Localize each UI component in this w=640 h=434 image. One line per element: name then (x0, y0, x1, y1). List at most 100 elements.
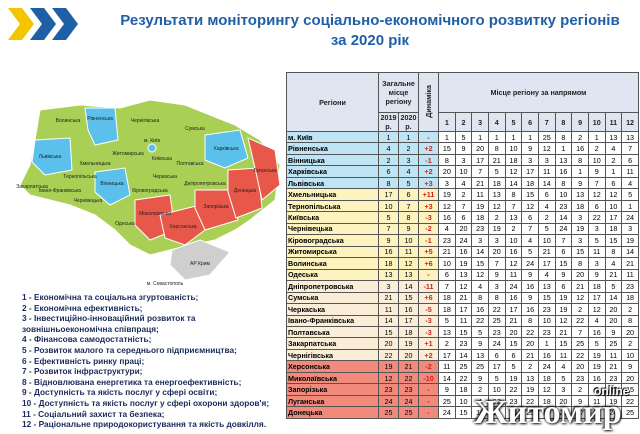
table-cell: 4 (454, 176, 473, 190)
table-cell: +6 (418, 291, 439, 305)
table-cell: 3 (571, 234, 589, 247)
table-cell: 9 (587, 268, 606, 282)
table-cell: 1 (487, 130, 506, 144)
table-cell: 18 (571, 199, 589, 213)
map-label: Хмельницька (79, 161, 110, 167)
table-body: м. Київ 1 1-1 5 1 1 1 1 25 8 2 1 13 13 Рівненська 4 2 +2 1… (286, 130, 639, 419)
table-cell: 25 (471, 360, 489, 373)
table-cell: 2 (378, 153, 399, 167)
legend-item: 8 - Відновлювана енергетика та енергоефе… (22, 376, 242, 387)
table-cell: 3 (571, 211, 589, 224)
legend-item: 10 - Доступність та якість послуг у сфер… (22, 397, 270, 408)
table-cell: 20 (571, 268, 589, 282)
table-cell: 3 (621, 222, 639, 236)
table-cell: 7 (398, 199, 419, 213)
header-cell: 7 (537, 112, 556, 132)
table-row: Івано-Франківська 14 17 -3 5 11 22 25 21 8 10 12 22 4… (286, 314, 639, 327)
table-cell: 17 (471, 153, 489, 167)
table-cell: +3 (418, 176, 439, 190)
table-cell: 12 (571, 291, 589, 305)
table-cell: 10 (504, 142, 523, 155)
table-cell: 12 (537, 142, 556, 155)
table-cell: 3 (537, 153, 556, 167)
map-label: Кіровоградська (132, 188, 168, 194)
table-cell: 11 (621, 268, 639, 282)
table-cell: 13 (571, 188, 589, 201)
table-cell: 12 (487, 199, 506, 213)
table-cell: 17 (587, 291, 606, 305)
table-cell: 20 (471, 142, 489, 155)
table-cell: 15 (398, 291, 419, 305)
watermark: Житомир online (474, 384, 640, 434)
table-cell: 25 (378, 406, 399, 419)
table-cell: 22 (571, 348, 589, 362)
table-cell: 22 (471, 314, 489, 327)
table-cell: Херсонська (286, 360, 379, 373)
map-label: Одеська (115, 221, 135, 227)
map-label: Харківська (214, 146, 239, 152)
table-cell: 15 (471, 257, 489, 270)
region-red (227, 167, 263, 219)
header-cell: 4 (487, 112, 506, 132)
table-cell: 19 (487, 222, 506, 236)
table-cell: 19 (554, 303, 573, 316)
table-cell: 3 (378, 280, 399, 293)
region-blue (31, 137, 73, 176)
table-cell: 23 (571, 371, 589, 385)
table-row: Черкаська 11 16 -5 18 17 16 22 17 16 23 19 2 12 20 2 (286, 303, 639, 316)
table-cell: 20 (487, 245, 506, 259)
table-cell: Запорізька (286, 383, 379, 396)
legend-item: 7 - Розвиток інфраструктури; (22, 366, 143, 377)
table-cell: 9 (487, 268, 506, 282)
table-cell: 4 (604, 257, 623, 270)
table-cell: 10 (471, 406, 489, 419)
table-cell: 1 (521, 130, 539, 144)
table-row: м. Київ 1 1-1 5 1 1 1 1 25 8 2 1 13 13 (286, 130, 639, 144)
table-cell: 23 (454, 337, 473, 350)
title: Результати моніторингу соціально-економі… (120, 12, 620, 29)
legend-item: 5 - Розвиток малого та середнього підпри… (22, 344, 237, 355)
map-label: Львівська (39, 154, 62, 160)
region-blue (147, 143, 157, 153)
table-cell: 16 (521, 280, 539, 293)
table-cell: 2 (621, 337, 639, 350)
table-row: Київська 5 8 -3 16 6 18 2 13 6 2 14 3 22 17 24 (286, 211, 639, 224)
table-cell: 9 (454, 142, 473, 155)
table-cell: 9 (471, 337, 489, 350)
table-head: Регіони Загальне місце регіону Динаміка Міс… (286, 72, 639, 132)
table-cell: 2 (398, 142, 419, 155)
table-cell: 25 (571, 337, 589, 350)
map-label: Херсонська (169, 224, 196, 230)
table-cell: Сумська (286, 291, 379, 305)
table-cell: 25 (438, 394, 456, 408)
table-cell: Київська (286, 211, 379, 224)
table-cell: 16 (537, 348, 556, 362)
table-cell: 8 (398, 211, 419, 224)
table-cell: 18 (438, 303, 456, 316)
table-cell: 25 (504, 406, 523, 419)
table-cell: 15 (521, 188, 539, 201)
table-cell: 18 (504, 153, 523, 167)
table-cell: 5 (621, 188, 639, 201)
table-cell: 17 (604, 211, 623, 224)
table-cell: 12 (554, 314, 573, 327)
header-cell: 3 (471, 112, 489, 132)
legend-item: 9 - Доступність та якість послуг у сфері… (22, 387, 218, 398)
table-cell: 24 (537, 360, 556, 373)
table-cell: 15 (537, 291, 556, 305)
table-cell: 16 (504, 291, 523, 305)
table-cell: 4 (378, 142, 399, 155)
table-cell: 19 (587, 360, 606, 373)
table-cell: 12 (398, 257, 419, 270)
table-cell: 11 (378, 303, 399, 316)
table-cell: -1 (418, 153, 439, 167)
table-cell: 9 (471, 371, 489, 385)
table-cell: 8 (571, 153, 589, 167)
table-cell: 18 (487, 176, 506, 190)
table-cell: 20 (454, 222, 473, 236)
table-cell: 16 (587, 371, 606, 385)
table-row: Вінницька 2 3 -1 8 3 17 21 18 3 3 13 8 10 2 6 (286, 153, 639, 167)
table-cell: 6 (504, 348, 523, 362)
table-cell: 5 (378, 211, 399, 224)
table-cell: 8 (504, 188, 523, 201)
